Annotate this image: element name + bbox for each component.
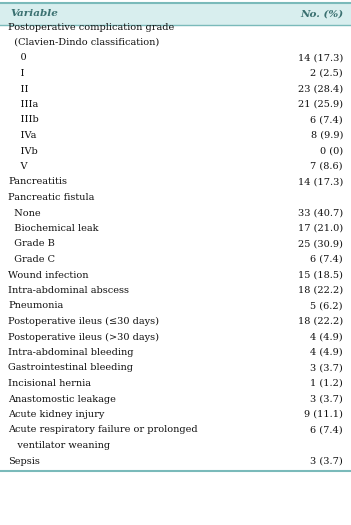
- Text: 4 (4.9): 4 (4.9): [310, 332, 343, 341]
- Text: V: V: [8, 162, 27, 171]
- Text: 9 (11.1): 9 (11.1): [304, 410, 343, 419]
- Text: 15 (18.5): 15 (18.5): [298, 270, 343, 279]
- Text: Acute kidney injury: Acute kidney injury: [8, 410, 104, 419]
- Text: Postoperative complication grade: Postoperative complication grade: [8, 23, 174, 32]
- Text: 3 (3.7): 3 (3.7): [310, 457, 343, 466]
- Text: 8 (9.9): 8 (9.9): [311, 131, 343, 140]
- Text: Postoperative ileus (≤30 days): Postoperative ileus (≤30 days): [8, 317, 159, 326]
- Text: Variable: Variable: [10, 9, 58, 18]
- Text: 7 (8.6): 7 (8.6): [311, 162, 343, 171]
- Text: IIIa: IIIa: [8, 100, 38, 109]
- Text: 33 (40.7): 33 (40.7): [298, 208, 343, 217]
- Text: 18 (22.2): 18 (22.2): [298, 317, 343, 326]
- Text: Pancreatic fistula: Pancreatic fistula: [8, 193, 94, 202]
- Text: 6 (7.4): 6 (7.4): [310, 116, 343, 124]
- Text: Intra-abdominal abscess: Intra-abdominal abscess: [8, 286, 129, 295]
- Text: Incisional hernia: Incisional hernia: [8, 379, 91, 388]
- Text: IVb: IVb: [8, 146, 38, 155]
- Text: 14 (17.3): 14 (17.3): [298, 54, 343, 62]
- Bar: [0, 3, 351, 25]
- Text: I: I: [8, 69, 25, 78]
- Text: Postoperative ileus (>30 days): Postoperative ileus (>30 days): [8, 332, 159, 342]
- Text: 21 (25.9): 21 (25.9): [298, 100, 343, 109]
- Text: (Clavien-Dindo classification): (Clavien-Dindo classification): [8, 38, 159, 47]
- Text: No. (%): No. (%): [300, 9, 343, 18]
- Text: 18 (22.2): 18 (22.2): [298, 286, 343, 295]
- Text: 23 (28.4): 23 (28.4): [298, 85, 343, 93]
- Text: Intra-abdominal bleeding: Intra-abdominal bleeding: [8, 348, 133, 357]
- Text: Wound infection: Wound infection: [8, 270, 88, 279]
- Text: IVa: IVa: [8, 131, 37, 140]
- Text: IIIb: IIIb: [8, 116, 39, 124]
- Text: Biochemical leak: Biochemical leak: [8, 224, 99, 233]
- Text: ventilator weaning: ventilator weaning: [8, 441, 110, 450]
- Text: Anastomostic leakage: Anastomostic leakage: [8, 394, 116, 404]
- Text: None: None: [8, 208, 41, 217]
- Text: Gastrointestinal bleeding: Gastrointestinal bleeding: [8, 363, 133, 373]
- Text: 1 (1.2): 1 (1.2): [310, 379, 343, 388]
- Text: 2 (2.5): 2 (2.5): [310, 69, 343, 78]
- Text: 3 (3.7): 3 (3.7): [310, 394, 343, 404]
- Text: Grade C: Grade C: [8, 255, 55, 264]
- Text: Grade B: Grade B: [8, 239, 55, 248]
- Text: 14 (17.3): 14 (17.3): [298, 177, 343, 186]
- Text: Pneumonia: Pneumonia: [8, 301, 63, 310]
- Text: 25 (30.9): 25 (30.9): [298, 239, 343, 248]
- Text: Acute respiratory failure or prolonged: Acute respiratory failure or prolonged: [8, 425, 198, 435]
- Text: 0: 0: [8, 54, 27, 62]
- Text: 3 (3.7): 3 (3.7): [310, 363, 343, 373]
- Text: 4 (4.9): 4 (4.9): [310, 348, 343, 357]
- Text: II: II: [8, 85, 28, 93]
- Text: Pancreatitis: Pancreatitis: [8, 177, 67, 186]
- Text: 0 (0): 0 (0): [320, 146, 343, 155]
- Text: 6 (7.4): 6 (7.4): [310, 425, 343, 435]
- Text: 6 (7.4): 6 (7.4): [310, 255, 343, 264]
- Text: 17 (21.0): 17 (21.0): [298, 224, 343, 233]
- Text: Sepsis: Sepsis: [8, 457, 40, 466]
- Text: 5 (6.2): 5 (6.2): [311, 301, 343, 310]
